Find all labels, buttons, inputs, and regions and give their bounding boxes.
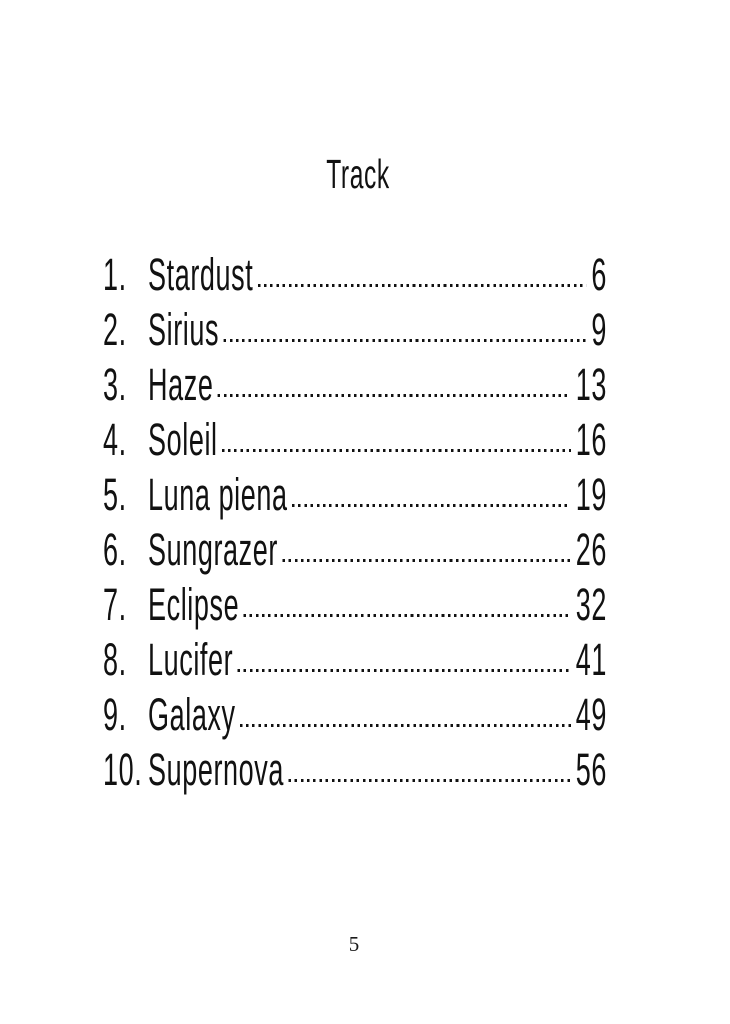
toc-entry-page: 6: [591, 249, 607, 300]
toc-entry-page: 19: [575, 469, 607, 520]
dot-leader-line: [239, 724, 571, 727]
toc-entry-number: 2.: [103, 304, 127, 355]
toc-entry-title: Stardust: [148, 249, 254, 300]
dot-leader-line: [217, 394, 571, 397]
toc-entry: 5. Luna piena 19: [103, 462, 607, 517]
track-list: 1. Stardust 6 2. Sirius 9 3. Haze 13 4. …: [103, 242, 607, 792]
toc-entry-page: 9: [591, 304, 607, 355]
toc-entry-title: Lucifer: [148, 634, 234, 685]
toc-entry-page: 32: [575, 579, 607, 630]
toc-entry-number: 6.: [103, 524, 127, 575]
footer-page-number: 5: [348, 932, 360, 956]
toc-entry-title: Eclipse: [148, 579, 240, 630]
toc-entry: 9. Galaxy 49: [103, 682, 607, 737]
toc-entry: 4. Soleil 16: [103, 407, 607, 462]
toc-entry-title: Sirius: [148, 304, 220, 355]
toc-entry-title: Soleil: [148, 414, 218, 465]
toc-entry-title: Sungrazer: [148, 524, 278, 575]
toc-entry-page: 26: [575, 524, 607, 575]
toc-entry: 8. Lucifer 41: [103, 627, 607, 682]
toc-entry-page: 16: [575, 414, 607, 465]
dot-leader-line: [282, 559, 571, 562]
toc-entry: 6. Sungrazer 26: [103, 517, 607, 572]
toc-entry: 1. Stardust 6: [103, 242, 607, 297]
dot-leader-line: [243, 614, 571, 617]
toc-entry: 7. Eclipse 32: [103, 572, 607, 627]
page-title-wrap: Track: [0, 151, 716, 197]
toc-entry-title: Supernova: [148, 744, 285, 795]
toc-entry-title: Galaxy: [148, 689, 236, 740]
toc-entry-number: 8.: [103, 634, 127, 685]
toc-entry-page: 13: [575, 359, 607, 410]
toc-entry-number: 3.: [103, 359, 127, 410]
toc-entry: 3. Haze 13: [103, 352, 607, 407]
toc-entry-number: 4.: [103, 414, 127, 465]
toc-entry-page: 49: [575, 689, 607, 740]
toc-entry-page: 56: [575, 744, 607, 795]
toc-entry-number: 9.: [103, 689, 127, 740]
toc-entry-number: 5.: [103, 469, 127, 520]
toc-entry-number: 1.: [103, 249, 127, 300]
toc-entry-title: Haze: [148, 359, 214, 410]
toc-entry-number: 7.: [103, 579, 127, 630]
page-title: Track: [326, 151, 390, 197]
toc-entry: 2. Sirius 9: [103, 297, 607, 352]
dot-leader-line: [221, 449, 571, 452]
dot-leader-line: [237, 669, 571, 672]
toc-entry-title: Luna piena: [148, 469, 288, 520]
dot-leader-line: [257, 284, 587, 287]
dot-leader-line: [288, 779, 571, 782]
toc-entry: 10. Supernova 56: [103, 737, 607, 792]
toc-entry-page: 41: [575, 634, 607, 685]
toc-entry-number: 10.: [103, 744, 143, 795]
dot-leader-line: [291, 504, 571, 507]
dot-leader-line: [223, 339, 587, 342]
